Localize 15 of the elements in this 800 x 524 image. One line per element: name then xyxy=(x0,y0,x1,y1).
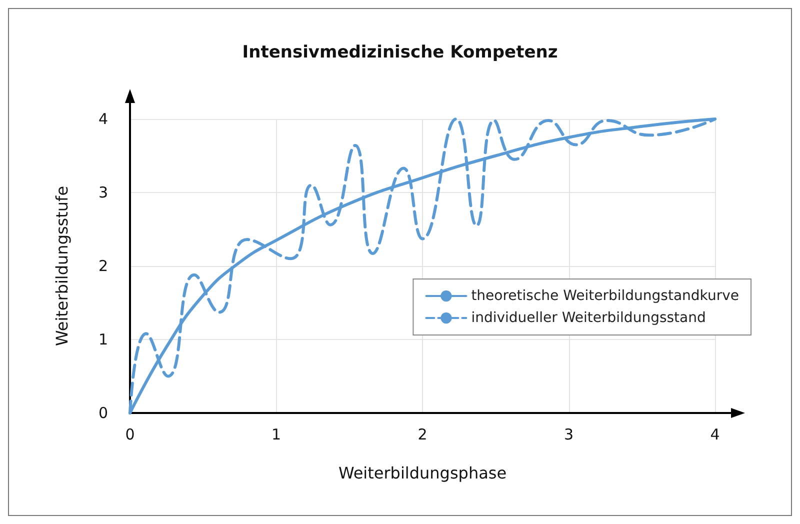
x-tick-label: 4 xyxy=(710,426,720,444)
y-axis-title: Weiterbildungsstufe xyxy=(52,186,72,346)
x-tick-label: 1 xyxy=(271,426,282,444)
x-tick-label: 0 xyxy=(125,426,135,444)
y-tick-label: 0 xyxy=(98,404,108,422)
x-tick-label: 3 xyxy=(564,426,574,444)
y-tick-label: 3 xyxy=(98,184,108,202)
y-tick-label: 1 xyxy=(98,330,108,348)
y-tick-label: 4 xyxy=(98,110,108,128)
x-tick-label: 2 xyxy=(418,426,428,444)
chart-title: Intensivmedizinische Kompetenz xyxy=(242,42,558,62)
y-tick-label: 2 xyxy=(98,257,108,275)
legend-label: theoretische Weiterbildungstandkurve xyxy=(471,288,740,304)
x-axis-title: Weiterbildungsphase xyxy=(338,464,507,482)
legend-label: individueller Weiterbildungsstand xyxy=(471,310,706,326)
